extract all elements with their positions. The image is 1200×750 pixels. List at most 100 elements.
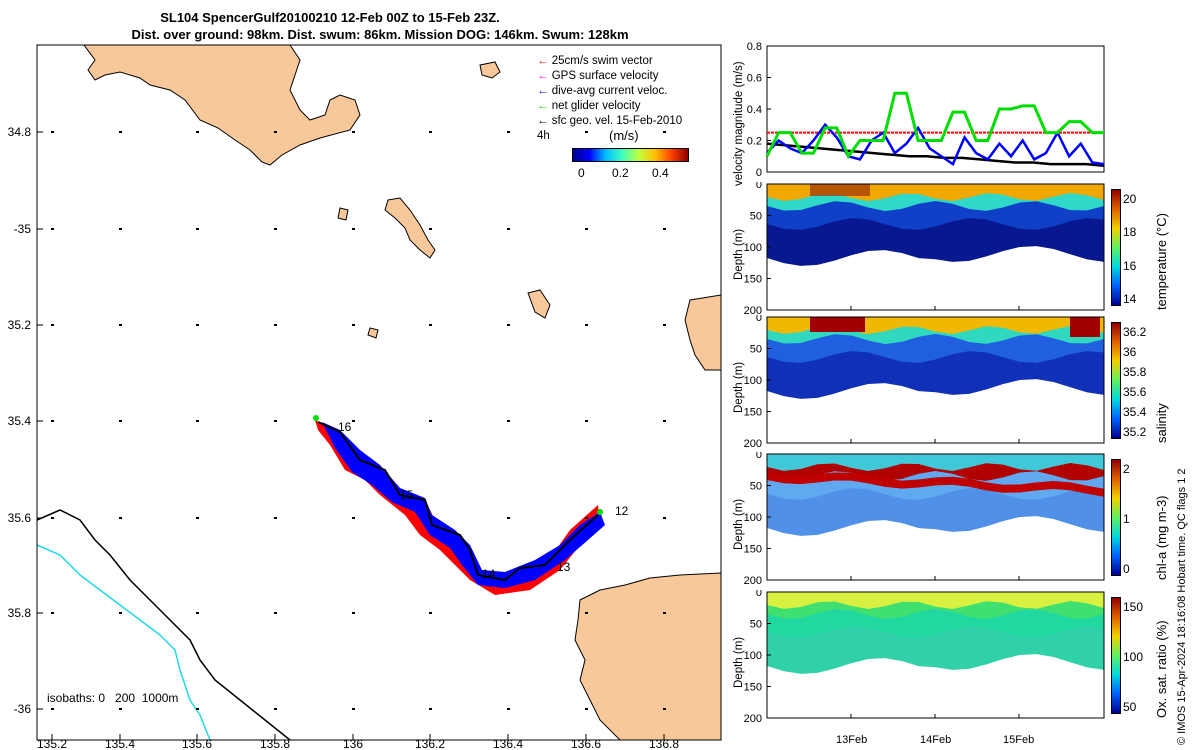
velocity-magnitude-panel: 0 0.2 0.4 0.6 0.8	[747, 41, 1105, 179]
map-xtick-label: 135.2	[37, 737, 67, 750]
velocity-ytick: 0.8	[747, 41, 762, 53]
map-ytick-label: 35.6	[8, 511, 32, 525]
colorbar-title: (m/s)	[609, 128, 639, 143]
isobath-1000m	[37, 544, 211, 740]
depth-panel-chla: 0 50 100 150 200 Depth (m) 2 1 0 chl-a (mg m-3)	[730, 452, 1200, 592]
colorbar-tick: 35.8	[1123, 365, 1147, 379]
depth-panel-temperature: 0 50 100 150 200 Depth (m) 20 18 16 14 temperature…	[730, 182, 1200, 322]
map-xtick-label: 135.6	[182, 737, 212, 750]
glider-track-line	[317, 421, 599, 582]
land-yorke-peninsula	[83, 45, 361, 166]
map-ytick-label: 35.8	[8, 606, 32, 620]
legend-item-gps-velocity: ← GPS surface velocity	[537, 70, 659, 82]
map-xtick-label: 136.8	[649, 737, 679, 750]
depth-ytick: 150	[744, 682, 762, 694]
depth-ytick: 50	[750, 619, 762, 631]
colorbar-tick: 36	[1123, 345, 1137, 359]
colorbar-tick: 14	[1123, 292, 1137, 306]
colorbar-label-temperature: temperature (°C)	[1154, 213, 1169, 310]
depth-panel-salinity: 0 50 100 150 200 Depth (m) 36.2 36 35.8 35.6 35.4 3…	[730, 315, 1200, 455]
depth-ytick: 0	[756, 315, 762, 324]
depth-ytick: 50	[750, 211, 762, 223]
legend-item-swim-vector: ← 25cm/s swim vector	[537, 55, 653, 67]
depth-ytick: 50	[750, 481, 762, 493]
depth-ytick: 150	[744, 274, 762, 286]
legend-item-sfc-geo: ← sfc geo. vel. 15-Feb-2010	[537, 115, 683, 127]
colorbar-temperature	[1111, 189, 1121, 306]
colorbar-tick: 150	[1123, 600, 1144, 614]
depth-ytick: 0	[756, 590, 762, 599]
legend-item-dive-current: ← dive-avg current veloc.	[537, 85, 668, 97]
depth-ylabel: Depth (m)	[733, 498, 745, 550]
map-xtick-label: 136	[343, 737, 363, 750]
colorbar-tick: 36.2	[1123, 325, 1147, 339]
colorbar-label-salinity: salinity	[1154, 403, 1169, 443]
day-label-13: 13	[557, 560, 571, 574]
legend-extra: 4h	[537, 130, 550, 142]
depth-ylabel: Depth (m)	[733, 636, 745, 688]
map-ytick-label: 34.8	[8, 125, 32, 139]
isobath-200m	[37, 509, 291, 740]
map-xtick-label: 136.2	[415, 737, 445, 750]
sfc-geo-series	[766, 142, 1105, 167]
depth-ylabel: Depth (m)	[733, 228, 745, 280]
colorbar-tick-1: 0.2	[612, 166, 629, 180]
map-xtick-label: 135.8	[260, 737, 290, 750]
velocity-ytick: 0.4	[747, 104, 762, 116]
depth-ytick: 200	[744, 575, 762, 587]
depth-ytick: 100	[744, 375, 762, 387]
copyright-footer: © IMOS 15-Apr-2024 18:16:08 Hobart time.…	[1176, 468, 1188, 745]
time-tick-14feb: 14Feb	[920, 734, 952, 746]
land-east-coast	[684, 294, 721, 371]
colorbar-chla	[1111, 459, 1121, 576]
land-southeast	[574, 572, 721, 740]
colorbar-tick: 2	[1123, 462, 1130, 476]
depth-ylabel: Depth (m)	[733, 361, 745, 413]
velocity-ytick: 0.2	[747, 136, 762, 148]
depth-panel-oxygen: 0 50 100 150 200 Depth (m) 150 100 50 Ox. sat. ra…	[730, 590, 1200, 730]
velocity-ylabel: velocity magnitude (m/s)	[733, 61, 745, 186]
colorbar-tick: 16	[1123, 258, 1137, 273]
time-tick-15feb: 15Feb	[1003, 734, 1035, 746]
map-ytick-label: 35.4	[8, 414, 32, 428]
track-red-swath	[315, 420, 600, 595]
colorbar-tick: 100	[1123, 650, 1144, 664]
colorbar-tick-2: 0.4	[652, 166, 669, 180]
dive-avg-series	[766, 122, 1105, 167]
day-label-14: 14	[482, 567, 496, 581]
figure-title-line1: SL104 SpencerGulf20100210 12-Feb 00Z to …	[160, 10, 500, 25]
net-velocity-series	[765, 91, 1104, 160]
depth-ytick: 200	[744, 438, 762, 450]
depth-ytick: 50	[750, 344, 762, 356]
colorbar-tick: 50	[1123, 700, 1137, 714]
colorbar-tick: 35.2	[1123, 425, 1147, 439]
map-ytick-label: -35	[14, 222, 32, 236]
depth-ytick: 0	[756, 182, 762, 191]
velocity-ytick: 0.6	[747, 73, 762, 85]
map-xtick-label: 136.6	[571, 737, 601, 750]
colorbar-label-chla: chl-a (mg m-3)	[1154, 495, 1169, 580]
colorbar-tick: 1	[1123, 512, 1130, 526]
day-label-12: 12	[615, 504, 629, 518]
velocity-ytick: 0	[756, 167, 762, 179]
map-xtick-label: 135.4	[105, 737, 135, 750]
depth-ytick: 200	[744, 305, 762, 317]
depth-ytick: 100	[744, 650, 762, 662]
depth-ytick: 100	[744, 242, 762, 254]
day-label-16: 16	[338, 420, 352, 434]
map-legend: ← 25cm/s swim vector ← GPS surface veloc…	[537, 54, 682, 144]
colorbar-tick: 35.6	[1123, 385, 1147, 399]
colorbar-tick: 0	[1123, 562, 1130, 576]
isobath-label: isobaths: 0 200 1000m	[47, 691, 179, 705]
colorbar-label-oxygen: Ox. sat. ratio (%)	[1154, 620, 1169, 718]
colorbar-salinity	[1111, 322, 1121, 439]
legend-item-net-velocity: ← net glider velocity	[537, 100, 641, 112]
track-blue-swath	[322, 422, 605, 588]
colorbar-oxygen	[1111, 597, 1121, 714]
colorbar-tick: 35.4	[1123, 405, 1147, 419]
figure-title-line2: Dist. over ground: 98km. Dist. swum: 86k…	[131, 27, 629, 42]
time-tick-13feb: 13Feb	[836, 734, 868, 746]
map-xtick-label: 136.4	[493, 737, 523, 750]
depth-ytick: 150	[744, 544, 762, 556]
depth-ytick: 150	[744, 407, 762, 419]
